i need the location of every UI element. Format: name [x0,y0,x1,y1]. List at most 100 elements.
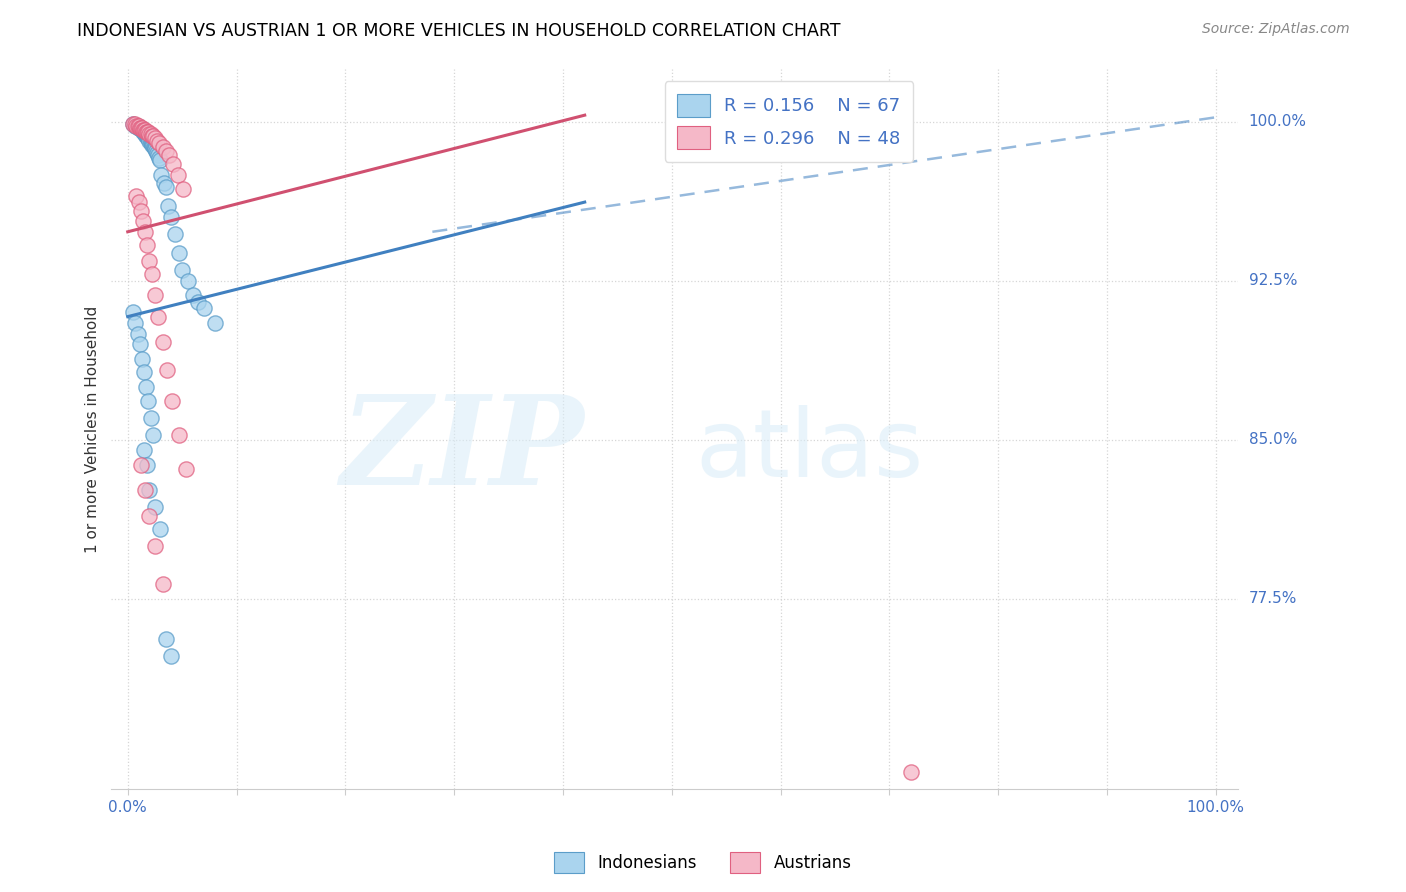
Point [145,145,167,159]
Point [132,123,155,137]
Point [172,263,194,277]
Point [150,168,173,182]
Point [132,443,155,458]
Point [131,123,153,137]
Point [132,125,155,139]
Point [129,120,152,135]
Point [141,267,163,281]
Point [132,123,155,137]
Point [143,539,166,553]
Text: ZIP: ZIP [340,390,585,511]
Point [146,146,169,161]
Point [149,522,172,536]
Point [139,128,162,142]
Point [128,120,150,135]
Point [131,351,153,366]
Point [124,117,146,131]
Point [155,180,177,194]
Text: atlas: atlas [696,405,924,497]
Point [138,508,160,523]
Point [148,310,170,324]
Point [143,140,166,154]
Point [125,188,148,202]
Point [132,214,155,228]
Point [193,301,215,315]
Point [127,326,149,341]
Point [128,119,150,133]
Point [149,153,172,167]
Point [136,129,159,144]
Point [134,123,156,137]
Point [136,458,159,472]
Legend: R = 0.156    N = 67, R = 0.296    N = 48: R = 0.156 N = 67, R = 0.296 N = 48 [665,81,912,161]
Point [131,123,153,137]
Point [204,316,226,330]
Point [138,131,160,145]
Point [132,125,155,139]
Point [139,411,162,425]
Text: 100.0%: 100.0% [1249,114,1306,129]
Point [142,428,165,442]
Point [138,131,160,145]
Point [136,129,159,144]
Point [142,129,165,144]
Point [148,148,170,162]
Point [122,305,145,319]
Point [128,120,150,135]
Point [134,128,156,142]
Point [160,210,183,224]
Point [128,337,150,351]
Point [156,362,179,376]
Text: Source: ZipAtlas.com: Source: ZipAtlas.com [1202,22,1350,37]
Point [162,157,184,171]
Point [900,765,922,780]
Point [167,428,190,442]
Point [176,274,198,288]
Point [138,131,160,145]
Point [135,379,157,393]
Point [132,123,155,137]
Point [136,125,159,139]
Point [125,119,148,133]
Point [166,168,188,182]
Point [152,140,174,154]
Y-axis label: 1 or more Vehicles in Household: 1 or more Vehicles in Household [86,305,100,553]
Text: 100.0%: 100.0% [1187,800,1244,815]
Point [138,128,160,142]
Point [162,394,184,409]
Point [132,365,155,379]
Legend: Indonesians, Austrians: Indonesians, Austrians [547,846,859,880]
Point [122,117,145,131]
Point [136,237,159,252]
Point [157,148,180,162]
Point [142,140,165,154]
Point [127,119,149,133]
Point [155,632,177,646]
Point [138,483,160,498]
Point [138,134,160,148]
Text: 85.0%: 85.0% [1249,432,1296,447]
Point [135,129,157,144]
Point [160,648,183,663]
Point [141,136,163,150]
Point [131,120,153,135]
Point [143,288,166,302]
Point [152,576,174,591]
Text: 0.0%: 0.0% [108,800,148,815]
Point [124,119,146,133]
Point [134,483,156,498]
Point [142,137,165,152]
Point [128,120,150,135]
Point [124,316,146,330]
Point [122,117,145,131]
Point [152,176,174,190]
Point [141,137,163,152]
Point [141,129,163,144]
Point [148,136,170,150]
Point [156,199,179,213]
Text: 77.5%: 77.5% [1249,591,1296,607]
Point [127,119,149,133]
Point [134,128,156,142]
Point [128,120,150,135]
Point [187,294,209,309]
